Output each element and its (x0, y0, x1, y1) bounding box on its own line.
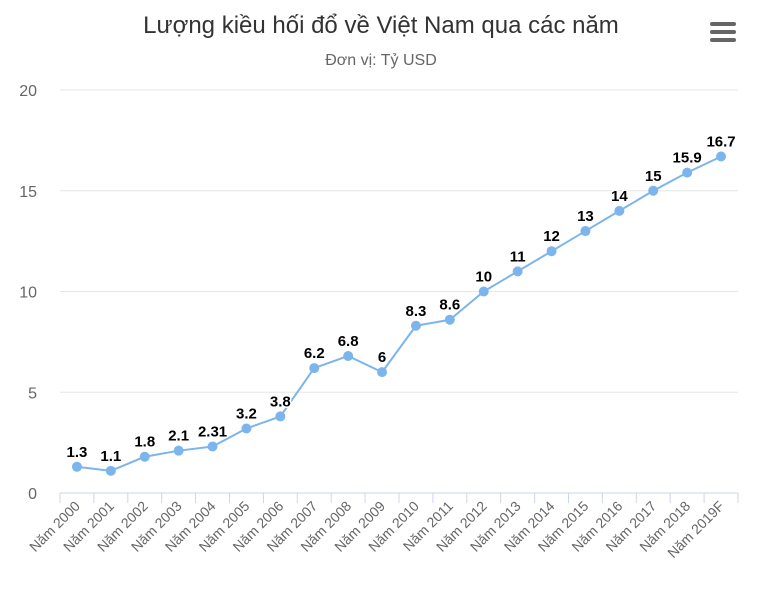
data-point (580, 226, 591, 237)
data-label: 8.6 (439, 297, 460, 314)
data-label: 16.7 (706, 133, 735, 150)
data-label: 13 (577, 208, 594, 225)
chart-title: Lượng kiều hối đổ về Việt Nam qua các nă… (143, 12, 619, 39)
data-label: 3.2 (236, 406, 257, 423)
data-label: 1.3 (67, 444, 88, 461)
data-point (173, 445, 184, 456)
data-point (716, 151, 727, 162)
data-label: 1.8 (134, 434, 155, 451)
data-point (241, 423, 252, 434)
data-label: 6.8 (338, 333, 359, 350)
data-point (105, 465, 116, 476)
data-point (207, 441, 218, 452)
data-label: 11 (510, 248, 526, 265)
y-tick-label: 10 (19, 285, 37, 302)
data-label: 14 (611, 188, 628, 205)
chart-subtitle: Đơn vị: Tỷ USD (325, 52, 437, 69)
data-point (682, 167, 693, 178)
data-label: 1.1 (100, 448, 121, 465)
y-tick-label: 20 (19, 83, 37, 100)
data-point (275, 411, 286, 422)
data-label: 2.1 (168, 428, 189, 445)
y-tick-label: 15 (19, 184, 37, 201)
data-point (614, 205, 625, 216)
data-label: 12 (543, 228, 560, 245)
data-label: 2.31 (198, 423, 227, 440)
data-label: 8.3 (406, 303, 427, 320)
y-tick-label: 5 (28, 385, 37, 402)
data-point (410, 320, 421, 331)
data-point (512, 266, 523, 277)
data-label: 10 (475, 269, 492, 286)
data-label: 15.9 (673, 150, 702, 167)
data-point (478, 286, 489, 297)
data-point (546, 246, 557, 257)
data-point (377, 367, 388, 378)
data-point (444, 314, 455, 325)
data-point (71, 461, 82, 472)
data-point (343, 350, 354, 361)
y-tick-label: 0 (28, 486, 37, 503)
data-point (309, 363, 320, 374)
data-label: 3.8 (270, 393, 291, 410)
hamburger-menu-icon[interactable] (706, 18, 740, 48)
data-point (648, 185, 659, 196)
data-label: 6 (378, 349, 386, 366)
data-label: 15 (645, 168, 662, 185)
series-line (75, 155, 723, 472)
data-point (139, 451, 150, 462)
data-label: 6.2 (304, 345, 325, 362)
